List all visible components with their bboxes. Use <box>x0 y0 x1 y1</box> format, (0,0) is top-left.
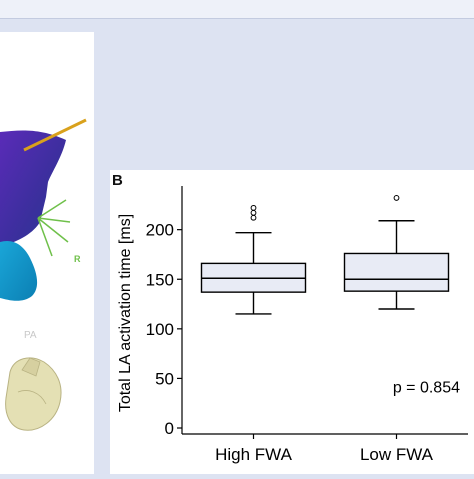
y-tick-label: 50 <box>155 369 174 388</box>
chart-panel: 0 50 100 150 200 Total LA activation time [ms… <box>110 170 474 474</box>
orientation-axes-icon <box>37 199 71 257</box>
left-figure-panel: R PA <box>0 32 94 474</box>
atrium-activation-map-purple <box>0 130 66 246</box>
heart-illustration: R PA <box>0 118 87 431</box>
y-tick-label: 200 <box>146 221 174 240</box>
y-tick-label: 150 <box>146 270 174 289</box>
marker-label: R <box>74 254 81 264</box>
atrium-activation-map-cyan <box>0 240 38 301</box>
iqr-box <box>343 252 450 292</box>
outlier-point <box>250 214 257 221</box>
x-category-label: Low FWA <box>360 445 434 464</box>
y-tick-label: 100 <box>146 320 174 339</box>
heart-orientation-icon <box>5 357 62 431</box>
catheter-line <box>23 118 87 152</box>
y-axis-label: Total LA activation time [ms] <box>117 214 134 412</box>
box-group-2 <box>343 195 450 310</box>
panel-label: B <box>112 172 123 189</box>
p-value-annotation: p = 0.854 <box>393 379 460 396</box>
x-category-label: High FWA <box>215 445 292 464</box>
view-label: PA <box>24 330 37 341</box>
box-group-1 <box>200 204 307 315</box>
outlier-point <box>250 204 257 211</box>
y-tick-label: 0 <box>165 419 174 438</box>
outlier-point <box>393 195 400 201</box>
top-band <box>0 0 474 19</box>
outlier-point <box>250 209 257 216</box>
box-plot: 0 50 100 150 200 Total LA activation time [ms… <box>110 170 474 474</box>
